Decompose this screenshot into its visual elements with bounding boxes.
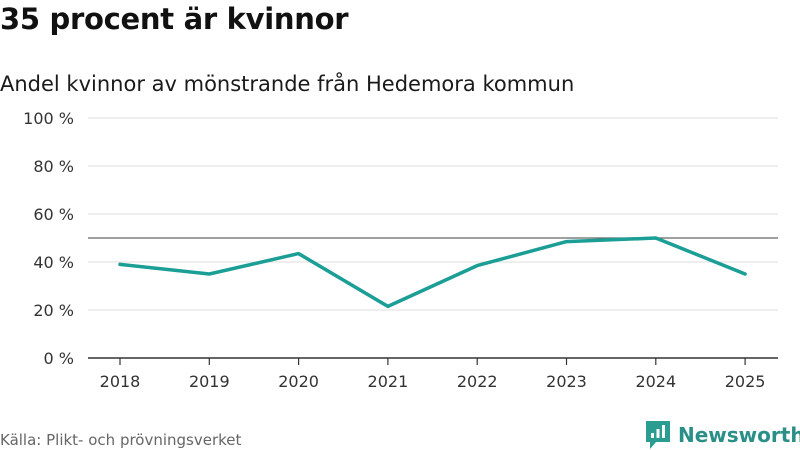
logo-bar-2 bbox=[656, 429, 660, 438]
x-tick-label-2019: 2019 bbox=[189, 372, 230, 391]
series-layer bbox=[118, 236, 747, 309]
x-tick-label-2024: 2024 bbox=[635, 372, 676, 391]
data-point-2021 bbox=[386, 304, 390, 308]
x-tick-label-2020: 2020 bbox=[278, 372, 319, 391]
line-chart: 0 % 20 % 40 % 60 % 80 % 100 % 2018 2019 2020 2021… bbox=[23, 109, 778, 391]
y-tick-label-100: 100 % bbox=[23, 109, 74, 128]
chart-title: 35 procent är kvinnor bbox=[0, 2, 349, 36]
newsworthy-logo-icon bbox=[646, 421, 670, 449]
logo-bar-1 bbox=[651, 433, 654, 438]
data-point-2019 bbox=[207, 272, 211, 276]
y-tick-label-60: 60 % bbox=[33, 205, 74, 224]
data-point-2020 bbox=[297, 252, 301, 256]
series-line-0 bbox=[118, 236, 747, 309]
brand-name: Newsworthy bbox=[678, 423, 800, 447]
brand-logo: Newsworthy bbox=[644, 420, 800, 450]
data-point-2023 bbox=[565, 240, 568, 244]
x-tick-label-2025: 2025 bbox=[725, 372, 766, 391]
y-tick-label-40: 40 % bbox=[33, 253, 74, 272]
y-tick-label-0: 0 % bbox=[44, 349, 74, 368]
x-tick-label-2023: 2023 bbox=[546, 372, 587, 391]
data-point-2024 bbox=[654, 236, 658, 240]
data-point-2022 bbox=[475, 264, 479, 268]
y-tick-label-20: 20 % bbox=[33, 301, 74, 320]
grid-layer bbox=[88, 117, 778, 311]
x-tick-label-2022: 2022 bbox=[457, 372, 498, 391]
y-tick-label-80: 80 % bbox=[33, 157, 74, 176]
x-tick-label-2021: 2021 bbox=[368, 372, 409, 391]
chart-subtitle: Andel kvinnor av mönstrande från Hedemor… bbox=[0, 72, 575, 96]
data-point-2018 bbox=[118, 262, 122, 266]
logo-bar-3 bbox=[662, 425, 665, 438]
axis-layer: 0 % 20 % 40 % 60 % 80 % 100 % 2018 2019 2020 2021… bbox=[23, 109, 778, 391]
data-point-2025 bbox=[743, 272, 747, 276]
source-note: Källa: Plikt- och prövningsverket bbox=[0, 431, 242, 449]
x-tick-label-2018: 2018 bbox=[100, 372, 141, 391]
